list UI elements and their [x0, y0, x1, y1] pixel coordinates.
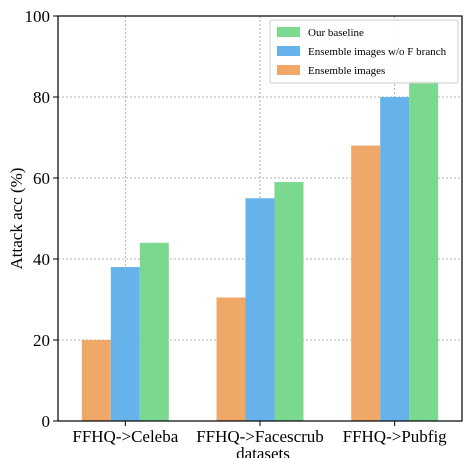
x-tick-label: FFHQ->Pubfig	[343, 427, 448, 446]
bar	[351, 145, 381, 421]
legend-swatch	[277, 46, 300, 56]
bar	[245, 198, 275, 421]
y-tick-label: 100	[25, 7, 51, 26]
y-tick-label: 0	[42, 412, 51, 431]
bars	[81, 80, 439, 422]
legend-entry: Our baseline	[308, 27, 364, 39]
x-axis-ticks: FFHQ->Celeba FFHQ->Facescrub FFHQ->Pubfig	[72, 421, 447, 446]
bar	[274, 182, 304, 421]
bar	[139, 242, 169, 421]
y-tick-label: 80	[33, 88, 50, 107]
y-axis-ticks: 0 20 40 60 80 100	[25, 7, 58, 431]
legend-entry: Ensemble images	[308, 65, 385, 77]
y-tick-label: 40	[33, 250, 50, 269]
bar	[380, 97, 410, 421]
legend: Our baseline Ensemble images w/o F branch…	[269, 19, 459, 84]
legend-entry: Ensemble images w/o F branch	[308, 46, 447, 58]
bar	[81, 340, 111, 421]
x-axis-label: datasets	[236, 444, 290, 458]
legend-swatch	[277, 27, 300, 37]
x-tick-label: FFHQ->Celeba	[72, 427, 178, 446]
x-tick-label: FFHQ->Facescrub	[196, 427, 324, 446]
legend-box	[269, 19, 459, 84]
y-axis-label: Attack acc (%)	[7, 168, 26, 270]
bar	[409, 80, 439, 422]
y-tick-label: 60	[33, 169, 50, 188]
bar	[216, 297, 246, 421]
bar	[110, 267, 140, 421]
y-tick-label: 20	[33, 331, 50, 350]
legend-swatch	[277, 65, 300, 75]
